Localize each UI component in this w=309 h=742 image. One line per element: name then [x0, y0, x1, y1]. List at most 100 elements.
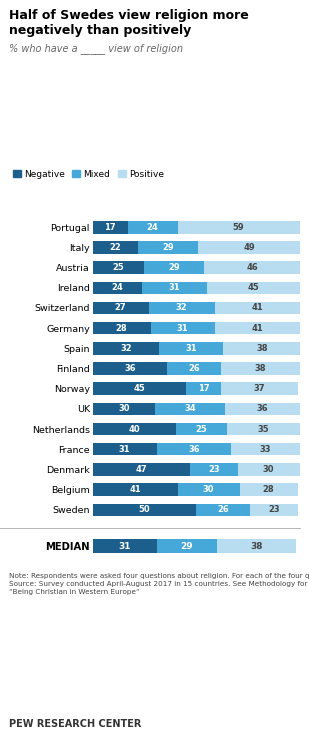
Text: 59: 59: [233, 223, 244, 232]
Bar: [93, 342, 159, 355]
Text: 36: 36: [124, 364, 136, 373]
Text: 23: 23: [208, 465, 220, 474]
Bar: [207, 281, 300, 294]
Bar: [93, 382, 186, 395]
Bar: [93, 443, 157, 456]
Text: % who have a _____ view of religion: % who have a _____ view of religion: [9, 43, 183, 54]
Bar: [223, 342, 302, 355]
Bar: [227, 423, 300, 436]
Text: 29: 29: [163, 243, 174, 252]
Text: 49: 49: [243, 243, 255, 252]
Text: Note: Respondents were asked four questions about religion. For each of the four: Note: Respondents were asked four questi…: [9, 573, 309, 595]
Bar: [145, 261, 205, 274]
Bar: [198, 241, 300, 254]
Bar: [93, 261, 145, 274]
Text: 47: 47: [136, 465, 147, 474]
Bar: [231, 443, 300, 456]
Text: 30: 30: [263, 465, 274, 474]
Bar: [149, 302, 215, 315]
Text: 31: 31: [177, 324, 188, 332]
Bar: [93, 221, 128, 234]
Bar: [238, 463, 300, 476]
Text: 28: 28: [116, 324, 128, 332]
Text: 31: 31: [169, 283, 180, 292]
Bar: [93, 281, 142, 294]
Text: 33: 33: [260, 444, 271, 454]
Text: 29: 29: [169, 263, 180, 272]
Text: 41: 41: [252, 303, 263, 312]
Text: 32: 32: [176, 303, 188, 312]
Bar: [93, 539, 157, 553]
Text: 35: 35: [258, 424, 269, 433]
Text: 32: 32: [120, 344, 132, 353]
Text: 31: 31: [185, 344, 197, 353]
Text: 26: 26: [188, 364, 200, 373]
Text: 17: 17: [198, 384, 209, 393]
Text: 40: 40: [128, 424, 140, 433]
Bar: [138, 241, 198, 254]
Text: 38: 38: [255, 364, 266, 373]
Bar: [93, 423, 176, 436]
Bar: [250, 504, 298, 516]
Bar: [176, 423, 227, 436]
Bar: [240, 483, 298, 496]
Text: 22: 22: [110, 243, 121, 252]
Text: Half of Swedes view religion more
negatively than positively: Half of Swedes view religion more negati…: [9, 9, 249, 37]
Text: 25: 25: [113, 263, 125, 272]
Legend: Negative, Mixed, Positive: Negative, Mixed, Positive: [9, 166, 167, 183]
Bar: [221, 382, 298, 395]
Bar: [93, 362, 167, 375]
Bar: [93, 504, 196, 516]
Text: 17: 17: [104, 223, 116, 232]
Text: 45: 45: [247, 283, 259, 292]
Bar: [93, 302, 149, 315]
Text: 36: 36: [188, 444, 200, 454]
Bar: [186, 382, 221, 395]
Text: 26: 26: [217, 505, 229, 514]
Bar: [157, 443, 231, 456]
Bar: [221, 362, 300, 375]
Bar: [93, 241, 138, 254]
Bar: [215, 322, 300, 335]
Text: 41: 41: [252, 324, 263, 332]
Text: 31: 31: [119, 444, 131, 454]
Bar: [215, 302, 300, 315]
Bar: [157, 539, 217, 553]
Text: 30: 30: [203, 485, 214, 494]
Text: 30: 30: [118, 404, 129, 413]
Text: 29: 29: [180, 542, 193, 551]
Text: 34: 34: [184, 404, 196, 413]
Bar: [225, 403, 300, 415]
Bar: [128, 221, 178, 234]
Bar: [159, 342, 223, 355]
Bar: [217, 539, 296, 553]
Bar: [190, 463, 238, 476]
Text: PEW RESEARCH CENTER: PEW RESEARCH CENTER: [9, 719, 142, 729]
Bar: [178, 483, 240, 496]
Text: 25: 25: [196, 424, 207, 433]
Bar: [93, 403, 155, 415]
Text: 41: 41: [129, 485, 141, 494]
Bar: [155, 403, 225, 415]
Text: 37: 37: [254, 384, 265, 393]
Bar: [93, 463, 190, 476]
Text: 50: 50: [139, 505, 150, 514]
Bar: [93, 322, 151, 335]
Text: 23: 23: [268, 505, 280, 514]
Bar: [178, 221, 300, 234]
Bar: [196, 504, 250, 516]
Text: 24: 24: [147, 223, 159, 232]
Text: 31: 31: [119, 542, 131, 551]
Bar: [93, 483, 178, 496]
Text: 38: 38: [250, 542, 263, 551]
Text: 28: 28: [263, 485, 274, 494]
Text: 45: 45: [133, 384, 145, 393]
Bar: [205, 261, 300, 274]
Bar: [167, 362, 221, 375]
Text: 38: 38: [257, 344, 268, 353]
Text: 27: 27: [115, 303, 126, 312]
Text: 46: 46: [246, 263, 258, 272]
Bar: [151, 322, 215, 335]
Bar: [142, 281, 207, 294]
Text: 24: 24: [112, 283, 123, 292]
